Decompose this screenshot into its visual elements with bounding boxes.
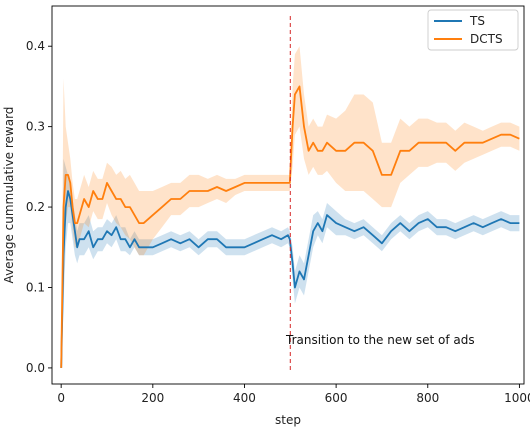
x-tick-label: 400	[233, 391, 256, 405]
transition-annotation: Transition to the new set of ads	[285, 333, 475, 347]
y-axis-label: Average cummulative reward	[2, 107, 16, 284]
series-line-ts	[60, 190, 520, 368]
y-tick-label: 0.3	[26, 120, 45, 134]
series-line-dcts	[60, 85, 520, 368]
legend-label-ts: TS	[469, 14, 485, 28]
y-axis-ticks: 0.0 0.1 0.2 0.3 0.4	[26, 39, 52, 375]
annotation-layer: Transition to the new set of ads	[285, 16, 475, 370]
y-tick-label: 0.2	[26, 200, 45, 214]
x-axis-label: step	[275, 413, 301, 427]
y-tick-label: 0.0	[26, 361, 45, 375]
x-tick-label: 600	[325, 391, 348, 405]
legend: TS DCTS	[427, 9, 519, 51]
legend-label-dcts: DCTS	[470, 32, 503, 46]
x-tick-label: 0	[57, 391, 65, 405]
band-dcts	[61, 46, 520, 368]
x-tick-label: 800	[416, 391, 439, 405]
confidence-bands	[61, 46, 520, 368]
series-lines	[60, 85, 520, 368]
x-tick-label: 200	[141, 391, 164, 405]
y-tick-label: 0.1	[26, 280, 45, 294]
y-tick-label: 0.4	[26, 39, 45, 53]
axes-frame	[51, 5, 525, 385]
